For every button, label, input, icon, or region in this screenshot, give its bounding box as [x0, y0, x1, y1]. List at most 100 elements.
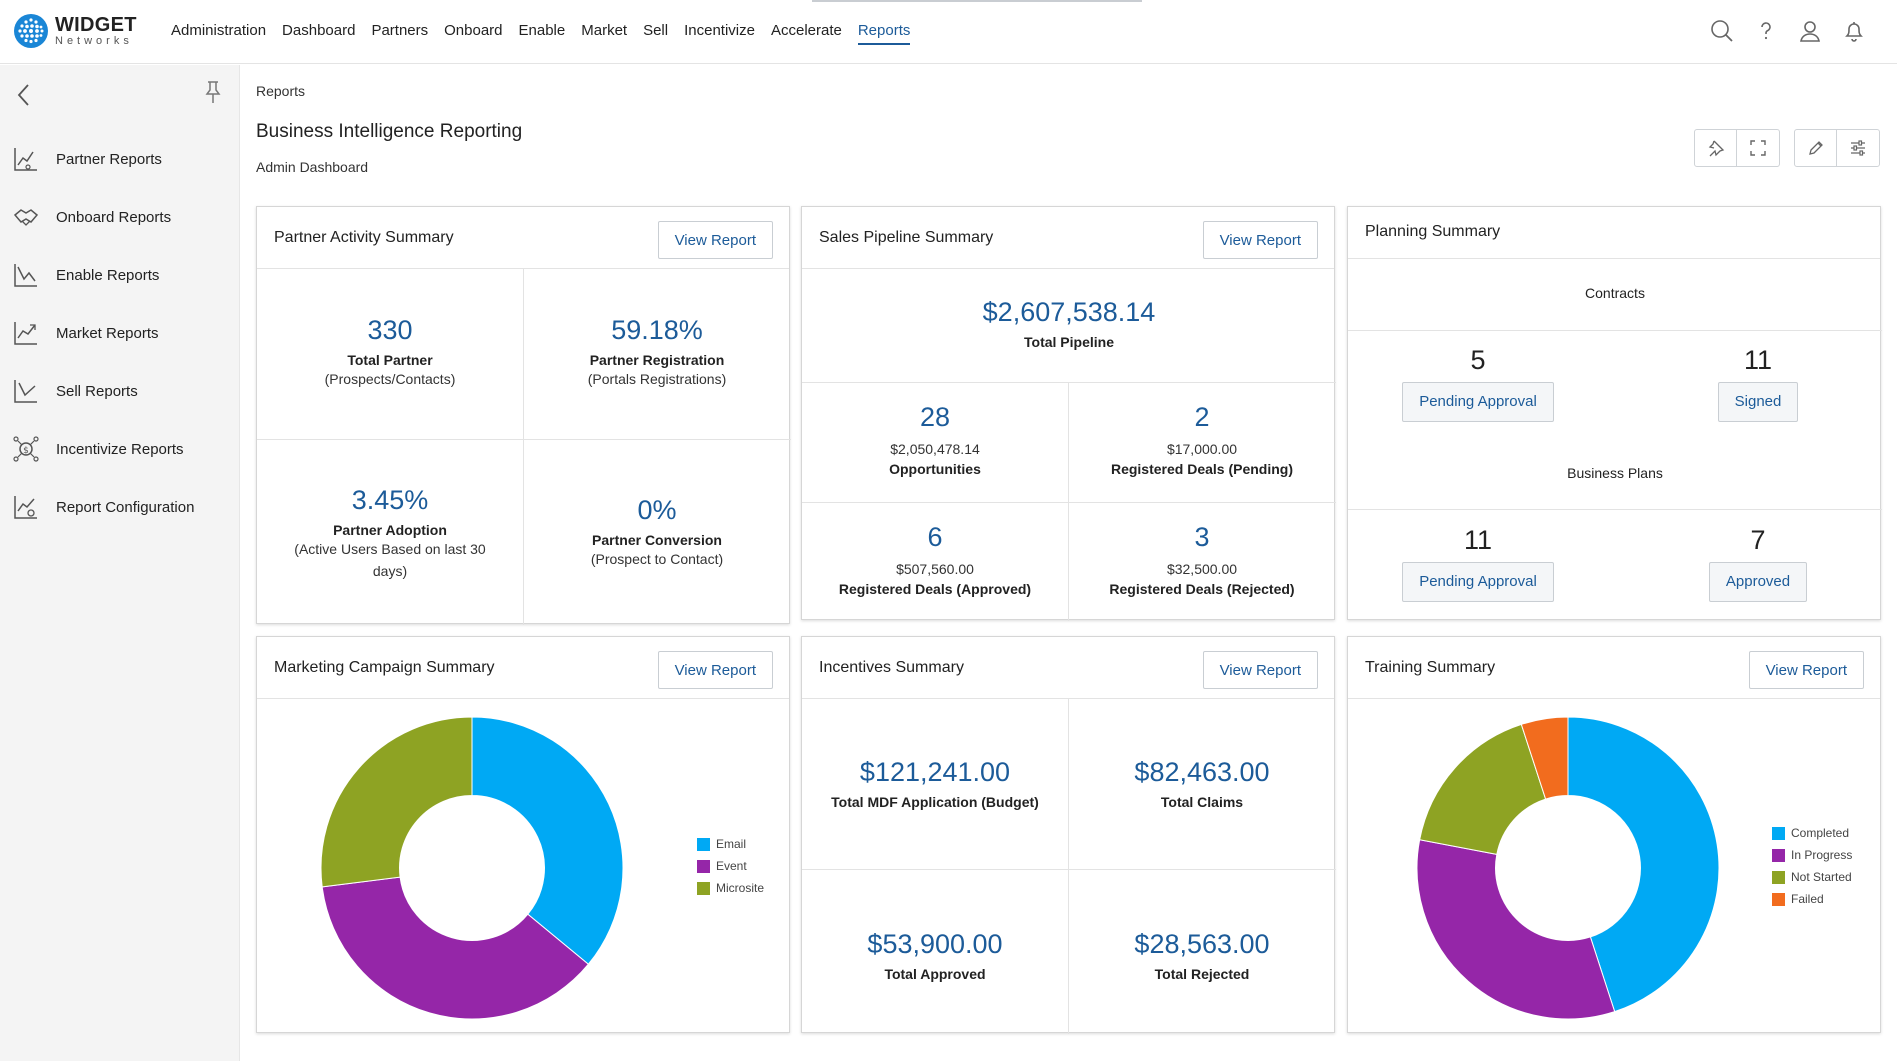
nav-enable[interactable]: Enable — [518, 22, 566, 39]
pending-approval-button[interactable]: Pending Approval — [1402, 382, 1554, 422]
sidebar-item-partner-reports[interactable]: Partner Reports — [0, 130, 240, 188]
pin-icon — [1708, 140, 1724, 157]
legend-item[interactable]: In Progress — [1772, 844, 1852, 866]
legend-item[interactable]: Not Started — [1772, 866, 1852, 888]
sidebar-item-incentivize-reports[interactable]: $ Incentivize Reports — [0, 420, 240, 478]
stat-label: Registered Deals (Approved) — [838, 581, 1032, 597]
legend-swatch — [1772, 826, 1785, 840]
sidebar-item-label: Sell Reports — [56, 382, 138, 400]
slice-event[interactable] — [321, 876, 590, 1020]
chart-legend: Email Event Microsite — [697, 833, 764, 899]
training-card: Training Summary View Report Completed In… — [1347, 636, 1881, 1033]
sidebar-item-label: Incentivize Reports — [56, 440, 184, 458]
nav-administration[interactable]: Administration — [171, 22, 267, 39]
mdf-budget-stat: $121,241.00 Total MDF Application (Budge… — [802, 757, 1068, 810]
stat-value: $53,900.00 — [867, 929, 1003, 959]
nav-partners[interactable]: Partners — [371, 22, 429, 39]
edit-tools — [1794, 129, 1880, 167]
slice-not-started[interactable] — [1419, 723, 1547, 856]
pin-sidebar-icon[interactable] — [203, 79, 223, 105]
bell-icon[interactable] — [1841, 18, 1867, 44]
legend-item[interactable]: Failed — [1772, 888, 1852, 910]
loading-bar — [812, 0, 1142, 2]
sales-pipeline-card: Sales Pipeline Summary View Report $2,60… — [801, 206, 1336, 621]
view-report-button[interactable]: View Report — [1202, 651, 1318, 689]
sidebar-item-report-configuration[interactable]: Report Configuration — [0, 478, 240, 536]
pin-button[interactable] — [1695, 130, 1737, 166]
pending-approval-button[interactable]: Pending Approval — [1402, 562, 1554, 602]
sidebar-item-label: Enable Reports — [56, 266, 160, 284]
slice-email[interactable] — [471, 716, 624, 965]
legend-label: Failed — [1791, 892, 1824, 906]
edit-button[interactable] — [1795, 130, 1837, 166]
stat-label: Total Partner — [347, 352, 433, 368]
legend-item[interactable]: Email — [697, 833, 764, 855]
stat-label: Total Claims — [1160, 794, 1244, 810]
pencil-icon — [1808, 141, 1823, 155]
stat-label: Registered Deals (Pending) — [1110, 461, 1294, 477]
logo[interactable]: WIDGET Networks — [14, 14, 137, 48]
nav-market[interactable]: Market — [581, 22, 628, 39]
filter-settings-button[interactable] — [1837, 130, 1879, 166]
deals-rejected-stat: 3 $32,500.00 Registered Deals (Rejected) — [1068, 522, 1336, 597]
stat-count: 7 — [1750, 525, 1766, 555]
partner-registration-stat: 59.18% Partner Registration (Portals Reg… — [523, 315, 791, 390]
stat-value: $2,607,538.14 — [982, 297, 1156, 327]
incentives-card: Incentives Summary View Report $121,241.… — [801, 636, 1336, 1034]
slice-completed[interactable] — [1567, 716, 1720, 1013]
legend-item[interactable]: Microsite — [697, 877, 764, 899]
sidebar-item-onboard-reports[interactable]: Onboard Reports — [0, 188, 240, 246]
nav-reports[interactable]: Reports — [857, 22, 911, 45]
page-subtitle: Admin Dashboard — [256, 159, 369, 175]
nav-sell[interactable]: Sell — [643, 22, 669, 39]
sliders-icon — [1851, 140, 1865, 156]
legend-swatch — [1772, 870, 1785, 884]
partner-adoption-stat: 3.45% Partner Adoption (Active Users Bas… — [277, 485, 503, 582]
breadcrumb[interactable]: Reports — [256, 83, 306, 99]
nav-dashboard[interactable]: Dashboard — [282, 22, 356, 39]
search-icon[interactable] — [1709, 18, 1735, 44]
view-report-button[interactable]: View Report — [657, 651, 773, 689]
stat-sub: (Prospects/Contacts) — [324, 371, 456, 387]
partner-conversion-stat: 0% Partner Conversion (Prospect to Conta… — [523, 495, 791, 570]
view-report-button[interactable]: View Report — [657, 221, 773, 259]
legend-item[interactable]: Event — [697, 855, 764, 877]
sidebar-item-market-reports[interactable]: Market Reports — [0, 304, 240, 362]
nav-onboard[interactable]: Onboard — [444, 22, 503, 39]
view-report-button[interactable]: View Report — [1202, 221, 1318, 259]
plans-pending: 11 Pending Approval — [1398, 525, 1558, 602]
approved-button[interactable]: Approved — [1708, 562, 1808, 602]
deals-pending-stat: 2 $17,000.00 Registered Deals (Pending) — [1068, 402, 1336, 477]
legend-item[interactable]: Completed — [1772, 822, 1852, 844]
sidebar-item-enable-reports[interactable]: Enable Reports — [0, 246, 240, 304]
signed-button[interactable]: Signed — [1717, 382, 1799, 422]
user-icon[interactable] — [1797, 18, 1823, 44]
sidebar: Partner Reports Onboard Reports Enable R… — [0, 65, 240, 1061]
sidebar-item-sell-reports[interactable]: Sell Reports — [0, 362, 240, 420]
sidebar-item-label: Partner Reports — [56, 150, 162, 168]
card-title: Incentives Summary — [819, 659, 964, 676]
top-actions — [1709, 18, 1867, 44]
stat-label: Partner Registration — [589, 352, 725, 368]
stat-value: $28,563.00 — [1134, 929, 1270, 959]
slice-microsite[interactable] — [320, 716, 473, 888]
total-pipeline-stat: $2,607,538.14 Total Pipeline — [802, 297, 1336, 350]
stat-value: 59.18% — [611, 315, 703, 345]
legend-label: Completed — [1791, 826, 1850, 840]
globe-logo-icon — [14, 14, 48, 48]
view-report-button[interactable]: View Report — [1748, 651, 1864, 689]
stat-sub: (Prospect to Contact) — [590, 551, 724, 567]
deals-approved-stat: 6 $507,560.00 Registered Deals (Approved… — [802, 522, 1068, 597]
stat-amount: $17,000.00 — [1166, 441, 1238, 457]
fullscreen-button[interactable] — [1737, 130, 1779, 166]
stat-label: Opportunities — [889, 461, 981, 477]
help-icon[interactable] — [1753, 18, 1779, 44]
nav-accelerate[interactable]: Accelerate — [770, 22, 842, 39]
business-plans-heading: Business Plans — [1567, 465, 1663, 481]
legend-swatch — [697, 859, 710, 873]
stat-value: $121,241.00 — [859, 757, 1011, 787]
slice-in-progress[interactable] — [1416, 839, 1616, 1020]
nav-incentivize[interactable]: Incentivize — [684, 22, 755, 39]
collapse-sidebar-icon[interactable] — [14, 81, 34, 109]
slice-failed[interactable] — [1520, 716, 1569, 800]
